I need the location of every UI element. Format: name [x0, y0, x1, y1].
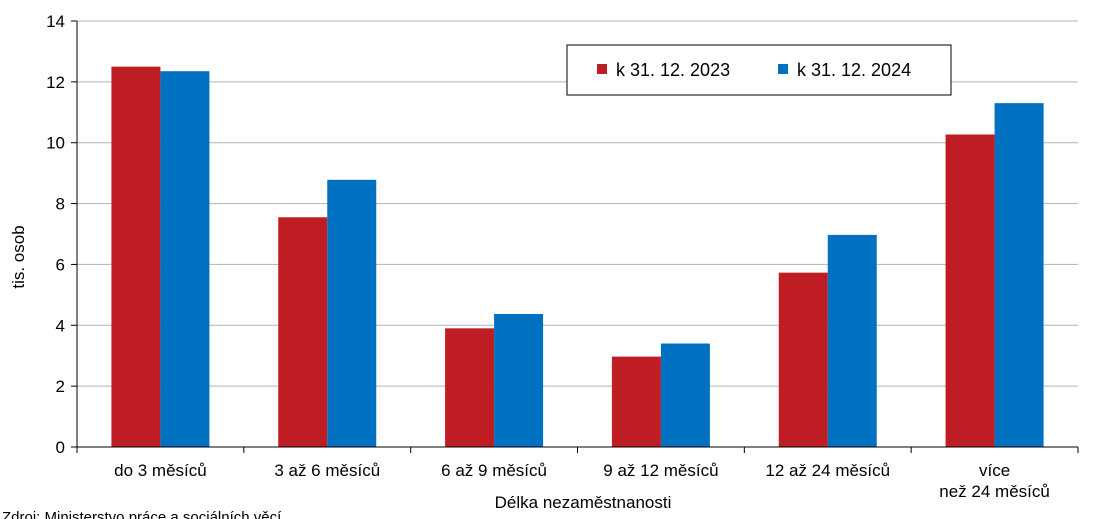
bar-2024 [827, 234, 877, 447]
axes [71, 20, 1079, 453]
bar-2024 [494, 314, 544, 447]
y-axis-title: tis. osob [9, 225, 28, 288]
x-category-label: než 24 měsíců [939, 482, 1050, 501]
y-tick-label: 14 [46, 12, 65, 31]
y-tick-label: 8 [56, 195, 65, 214]
y-tick-label: 2 [56, 377, 65, 396]
x-category-label: 9 až 12 měsíců [603, 461, 718, 480]
legend-swatch-2023 [597, 64, 607, 74]
source-note: Zdroj: Ministerstvo práce a sociálních v… [2, 509, 282, 519]
x-axis-title: Délka nezaměstnanosti [495, 493, 672, 512]
legend-label-2023: k 31. 12. 2023 [616, 60, 730, 80]
bar-2024 [660, 343, 710, 447]
legend-label-2024: k 31. 12. 2024 [797, 60, 911, 80]
bar-2023 [278, 217, 328, 447]
y-tick-label: 10 [46, 134, 65, 153]
bar-2024 [160, 71, 210, 447]
bar-2024 [327, 179, 377, 447]
bar-2023 [945, 134, 995, 447]
bars [111, 66, 1044, 448]
x-category-labels: do 3 měsíců 3 až 6 měsíců 6 až 9 měsíců 9 a… [114, 461, 1050, 501]
bar-2023 [111, 66, 161, 448]
bar-2023 [445, 328, 495, 447]
bar-2023 [778, 272, 828, 447]
legend-swatch-2024 [778, 64, 788, 74]
y-tick-label: 6 [56, 255, 65, 274]
y-tick-label: 0 [56, 438, 65, 457]
y-tick-labels: 0 2 4 6 8 10 12 14 [46, 12, 65, 457]
x-category-label: více [979, 461, 1010, 480]
y-tick-label: 12 [46, 73, 65, 92]
x-category-label: do 3 měsíců [114, 461, 207, 480]
bar-2024 [994, 103, 1044, 448]
legend: k 31. 12. 2023 k 31. 12. 2024 [566, 44, 952, 96]
bar-2023 [611, 356, 661, 447]
legend-box [566, 44, 952, 96]
x-category-label: 3 až 6 měsíců [274, 461, 380, 480]
x-category-label: 12 až 24 měsíců [765, 461, 890, 480]
x-category-label: 6 až 9 měsíců [441, 461, 547, 480]
y-tick-label: 4 [56, 316, 65, 335]
